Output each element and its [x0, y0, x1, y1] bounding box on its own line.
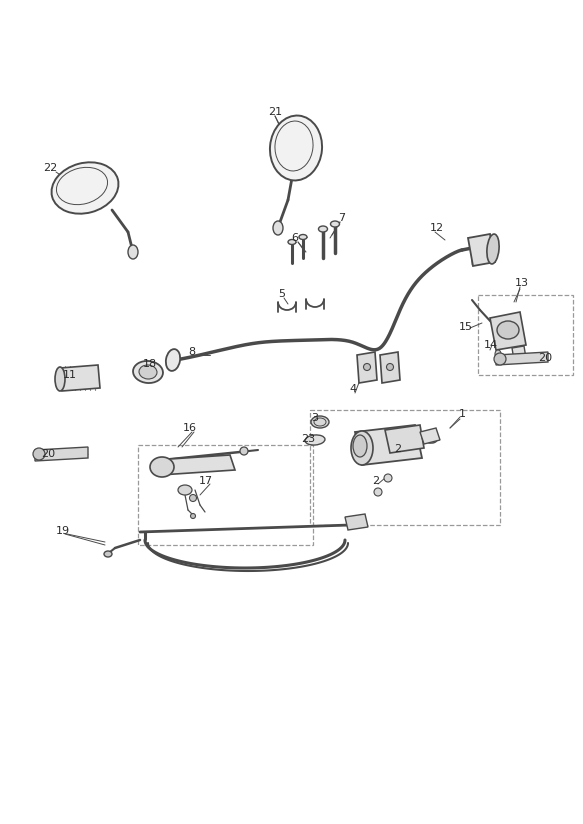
Ellipse shape: [422, 431, 438, 443]
Text: 2: 2: [373, 476, 380, 486]
Polygon shape: [496, 352, 548, 365]
Text: 18: 18: [143, 359, 157, 369]
Ellipse shape: [273, 221, 283, 235]
Text: 5: 5: [279, 289, 286, 299]
Ellipse shape: [104, 551, 112, 557]
Text: 20: 20: [41, 449, 55, 459]
Polygon shape: [380, 352, 400, 383]
Text: 7: 7: [339, 213, 346, 223]
Ellipse shape: [191, 513, 195, 518]
Ellipse shape: [353, 518, 363, 526]
Text: 19: 19: [56, 526, 70, 536]
Ellipse shape: [150, 457, 174, 477]
Polygon shape: [355, 425, 422, 465]
Ellipse shape: [311, 416, 329, 428]
Text: 20: 20: [538, 353, 552, 363]
Ellipse shape: [133, 361, 163, 383]
Text: 23: 23: [301, 434, 315, 444]
Ellipse shape: [487, 234, 499, 264]
Ellipse shape: [384, 474, 392, 482]
Polygon shape: [35, 447, 88, 461]
Ellipse shape: [353, 435, 367, 457]
Ellipse shape: [351, 431, 373, 465]
Ellipse shape: [51, 162, 118, 213]
Ellipse shape: [374, 488, 382, 496]
Text: 21: 21: [268, 107, 282, 117]
Ellipse shape: [299, 235, 307, 240]
Polygon shape: [385, 425, 424, 453]
Text: 6: 6: [292, 233, 298, 243]
Ellipse shape: [33, 448, 45, 460]
Ellipse shape: [270, 115, 322, 180]
Text: 4: 4: [349, 384, 357, 394]
Ellipse shape: [318, 226, 328, 232]
Polygon shape: [512, 346, 526, 360]
Ellipse shape: [288, 240, 296, 245]
Text: 16: 16: [183, 423, 197, 433]
Polygon shape: [60, 365, 100, 391]
Text: 12: 12: [430, 223, 444, 233]
Text: 15: 15: [459, 322, 473, 332]
Ellipse shape: [494, 353, 506, 365]
Ellipse shape: [240, 447, 248, 455]
Ellipse shape: [178, 485, 192, 495]
Ellipse shape: [139, 365, 157, 379]
Text: 8: 8: [188, 347, 195, 357]
Text: 17: 17: [199, 476, 213, 486]
Ellipse shape: [55, 367, 65, 391]
Ellipse shape: [495, 350, 501, 358]
Text: 3: 3: [311, 413, 318, 423]
Polygon shape: [155, 455, 235, 475]
Ellipse shape: [387, 363, 394, 371]
Ellipse shape: [189, 494, 196, 502]
Ellipse shape: [128, 245, 138, 259]
Text: 13: 13: [515, 278, 529, 288]
Text: 22: 22: [43, 163, 57, 173]
Text: 14: 14: [484, 340, 498, 350]
Ellipse shape: [497, 321, 519, 339]
Polygon shape: [420, 428, 440, 444]
Text: 11: 11: [63, 370, 77, 380]
Polygon shape: [490, 312, 526, 350]
Polygon shape: [468, 234, 495, 266]
Polygon shape: [345, 514, 368, 530]
Ellipse shape: [363, 363, 371, 371]
Polygon shape: [357, 352, 377, 383]
Ellipse shape: [331, 221, 339, 227]
Ellipse shape: [166, 349, 180, 371]
Text: 1: 1: [458, 409, 465, 419]
Ellipse shape: [305, 435, 325, 445]
Text: 2: 2: [395, 444, 402, 454]
